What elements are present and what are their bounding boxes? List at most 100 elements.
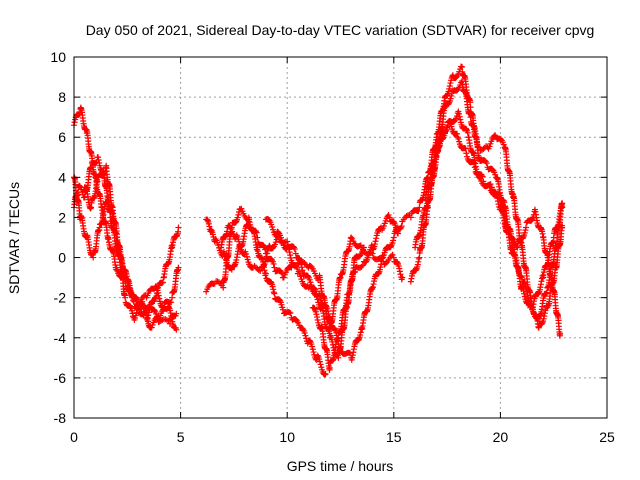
data-point: [314, 317, 321, 324]
data-point: [463, 126, 470, 133]
data-point: [235, 236, 242, 243]
data-point: [522, 224, 529, 231]
x-tick-label: 20: [493, 429, 509, 445]
data-point: [220, 284, 227, 291]
data-point: [175, 224, 182, 231]
chart-title: Day 050 of 2021, Sidereal Day-to-day VTE…: [86, 22, 595, 38]
plot-border: [73, 56, 608, 419]
data-point: [311, 305, 318, 312]
data-point: [447, 95, 454, 102]
data-point: [145, 312, 152, 319]
data-point: [293, 316, 300, 323]
data-point: [396, 265, 403, 272]
data-point: [453, 74, 460, 81]
data-point: [134, 301, 141, 308]
data-point: [476, 144, 483, 151]
data-point: [234, 214, 241, 221]
data-point: [292, 250, 299, 257]
data-point: [173, 310, 180, 317]
data-point: [381, 261, 388, 268]
data-point: [278, 270, 285, 277]
data-point: [305, 284, 312, 291]
data-point: [398, 223, 405, 230]
data-point: [395, 230, 402, 237]
data-point: [129, 310, 136, 317]
data-point: [557, 330, 564, 337]
x-tick-label: 15: [386, 429, 402, 445]
data-point: [271, 290, 278, 297]
data-point: [540, 315, 547, 322]
data-point: [279, 306, 286, 313]
data-point: [278, 301, 285, 308]
data-point: [280, 274, 287, 281]
data-point: [314, 314, 321, 321]
y-tick-label: -6: [54, 370, 67, 386]
data-point: [243, 253, 250, 260]
data-point: [302, 332, 309, 339]
data-point: [126, 284, 133, 291]
x-tick-label: 10: [279, 429, 295, 445]
data-point: [394, 259, 401, 266]
data-point: [128, 307, 135, 314]
data-point: [122, 294, 129, 301]
data-point: [244, 256, 251, 263]
data-point: [486, 184, 493, 191]
data-point: [313, 311, 320, 318]
data-point: [443, 124, 450, 131]
data-point: [271, 264, 278, 271]
data-point: [500, 141, 507, 148]
data-point: [262, 270, 269, 277]
data-point: [275, 229, 282, 236]
data-point: [378, 254, 385, 261]
axis-ticks: 0 5 10 15 20 25 -8 -6 -4 -2 0 2 4 6 8 10: [50, 49, 615, 445]
data-point: [154, 287, 161, 294]
data-point: [447, 80, 454, 87]
data-point: [317, 361, 324, 368]
x-tick-label: 0: [70, 429, 78, 445]
y-tick-label: 8: [58, 89, 66, 105]
data-point: [476, 174, 483, 181]
data-point: [278, 237, 285, 244]
data-point: [519, 285, 526, 292]
data-point: [152, 295, 159, 302]
x-tick-label: 5: [177, 429, 185, 445]
data-point: [309, 343, 316, 350]
data-point: [303, 335, 310, 342]
data-point: [442, 127, 449, 134]
data-point: [369, 250, 376, 257]
data-point: [456, 110, 463, 117]
data-point: [464, 129, 471, 136]
data-point: [514, 244, 521, 251]
data-point: [399, 274, 406, 281]
data-point: [433, 144, 440, 151]
data-point: [393, 227, 400, 234]
data-point: [496, 190, 503, 197]
data-point: [305, 273, 312, 280]
data-point: [132, 295, 139, 302]
data-point: [519, 234, 526, 241]
data-point: [415, 208, 422, 215]
series-track-6: [203, 205, 329, 378]
data-point: [269, 224, 276, 231]
data-point: [365, 252, 372, 259]
data-point: [494, 198, 501, 205]
data-point: [455, 135, 462, 142]
data-point: [390, 254, 397, 261]
data-point: [373, 235, 380, 242]
data-point: [326, 364, 333, 371]
series-track-9: [294, 234, 406, 331]
data-point: [322, 370, 329, 377]
data-point: [270, 260, 277, 267]
data-point: [489, 166, 496, 173]
data-point: [175, 264, 182, 271]
y-tick-label: -2: [54, 290, 67, 306]
data-point: [146, 306, 153, 313]
data-point: [145, 309, 152, 316]
data-point: [277, 234, 284, 241]
data-point: [441, 130, 448, 137]
data-point: [522, 227, 529, 234]
data-point: [457, 116, 464, 123]
data-point: [148, 324, 155, 331]
data-point: [348, 234, 355, 241]
